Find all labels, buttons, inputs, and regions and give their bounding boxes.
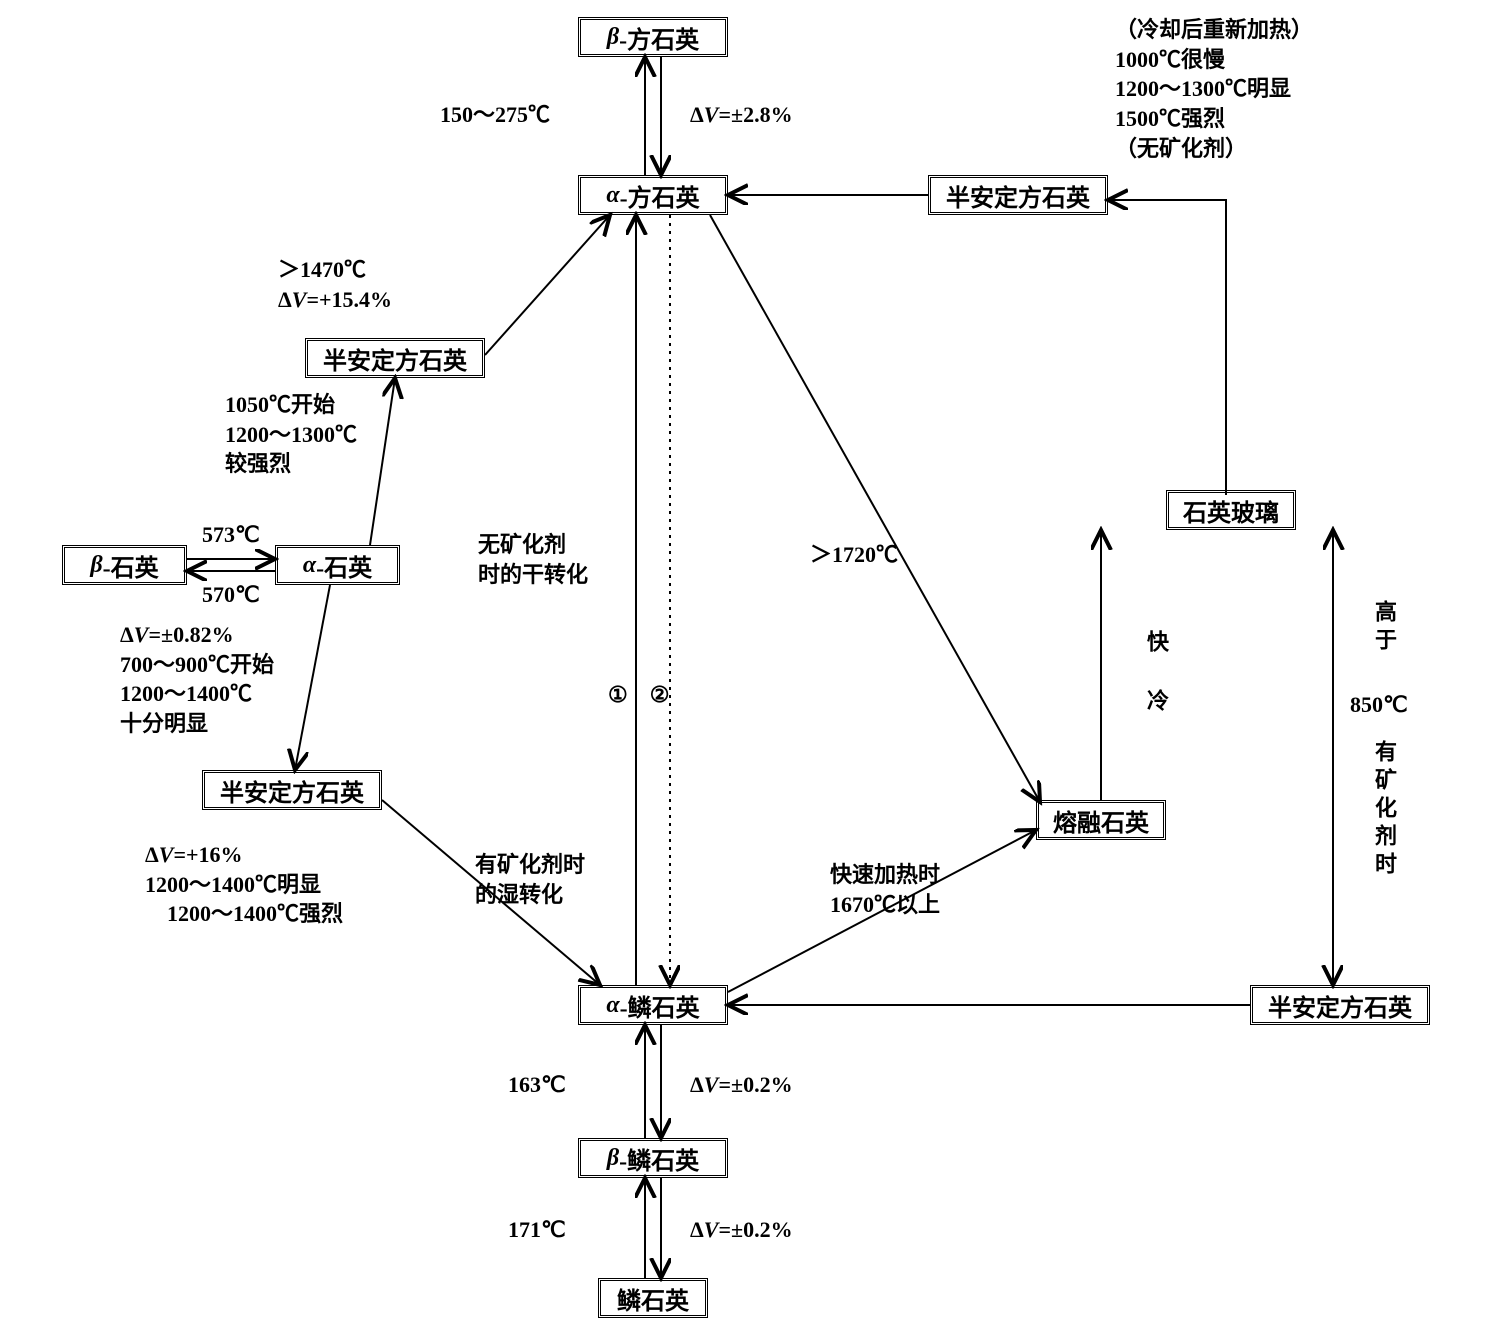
edges-layer: [0, 0, 1485, 1340]
diagram-canvas: β-方石英α-方石英半安定方石英半安定方石英β-石英α-石英半安定方石英石英玻璃…: [0, 0, 1485, 1340]
